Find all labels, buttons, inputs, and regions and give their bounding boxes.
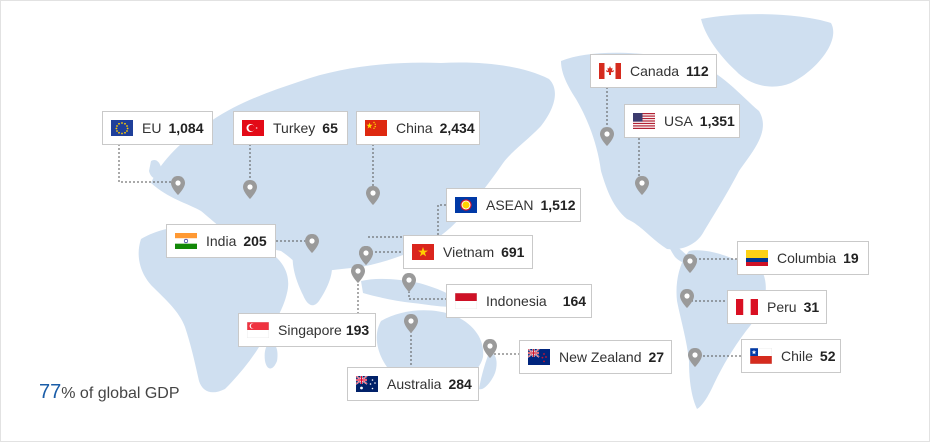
indonesia-connector (408, 291, 446, 300)
vietnam-value: 691 (501, 244, 525, 260)
canada-label-box: Canada 112 (590, 54, 717, 88)
india-flag-icon (175, 233, 197, 249)
asean-connector (366, 204, 446, 238)
india-shape (292, 249, 333, 306)
turkey-value: 65 (322, 120, 338, 136)
indonesia-name: Indonesia (486, 293, 547, 309)
indonesia-value: 164 (562, 293, 587, 309)
singapore-label-box: Singapore 193 (238, 313, 376, 347)
canada-flag-icon (599, 63, 621, 79)
new-zealand-flag-icon (528, 349, 550, 365)
usa-value: 1,351 (699, 113, 735, 129)
asean-flag-icon (455, 197, 477, 213)
turkey-flag-icon (242, 120, 264, 136)
colombia-flag-icon (746, 250, 768, 266)
new-zealand-shape (479, 352, 497, 390)
connector-lines (118, 87, 741, 368)
newzealand-name: New Zealand (559, 349, 642, 365)
newzealand-label-box: New Zealand 27 (519, 340, 672, 374)
madagascar-shape (264, 342, 278, 369)
vietnam-label-box: Vietnam 691 (403, 235, 533, 269)
singapore-pin-icon (351, 264, 365, 283)
gdp-label: % of global GDP (61, 385, 180, 402)
usa-label-box: USA 1,351 (624, 104, 740, 138)
chile-value: 52 (819, 348, 836, 364)
singapore-value: 193 (345, 322, 370, 338)
chile-name: Chile (781, 348, 813, 364)
peru-label-box: Peru 31 (727, 290, 827, 324)
north-america-shape (561, 52, 763, 250)
asean-name: ASEAN (486, 197, 534, 213)
south-america-shape (676, 250, 766, 409)
eu-label-box: EU 1,084 (102, 111, 213, 145)
india-label-box: India 205 (166, 224, 276, 258)
indonesia-flag-icon (455, 293, 477, 309)
vietnam-flag-icon (412, 244, 434, 260)
china-flag-icon (365, 120, 387, 136)
peru-name: Peru (767, 299, 797, 315)
india-value: 205 (243, 233, 267, 249)
australia-label-box: Australia 284 (347, 367, 479, 401)
vietnam-name: Vietnam (443, 244, 495, 260)
uk-shape (149, 159, 162, 179)
columbia-name: Columbia (777, 250, 837, 266)
usa-flag-icon (633, 113, 655, 129)
australia-shape (376, 310, 484, 386)
eu-connector (118, 144, 172, 183)
newzealand-value: 27 (648, 349, 665, 365)
peru-flag-icon (736, 299, 758, 315)
africa-shape (138, 225, 289, 393)
eu-flag-icon (111, 120, 133, 136)
china-value: 2,434 (439, 120, 475, 136)
turkey-label-box: Turkey 65 (233, 111, 348, 145)
asean-value: 1,512 (540, 197, 576, 213)
australia-flag-icon (356, 376, 378, 392)
peru-value: 31 (803, 299, 820, 315)
canada-value: 112 (686, 63, 709, 79)
turkey-name: Turkey (273, 120, 316, 136)
singapore-flag-icon (247, 322, 269, 338)
gdp-summary: 77% of global GDP (39, 381, 180, 404)
india-name: India (206, 233, 237, 249)
australia-value: 284 (448, 376, 472, 392)
singapore-name: Singapore (278, 322, 342, 338)
asean-label-box: ASEAN 1,512 (446, 188, 581, 222)
australia-name: Australia (387, 376, 442, 392)
columbia-value: 19 (843, 250, 859, 266)
canada-name: Canada (630, 63, 680, 79)
greenland-shape (701, 14, 834, 87)
sea-islands-shape (361, 278, 463, 307)
eu-value: 1,084 (168, 120, 204, 136)
usa-name: USA (664, 113, 693, 129)
china-label-box: China 2,434 (356, 111, 480, 145)
chile-flag-icon (750, 348, 772, 364)
eu-name: EU (142, 120, 162, 136)
japan-shape (462, 150, 486, 199)
chile-label-box: Chile 52 (741, 339, 841, 373)
gdp-percent: 77 (39, 381, 62, 403)
newzealand-pin-icon (483, 339, 497, 358)
indonesia-label-box: Indonesia 164 (446, 284, 592, 318)
china-name: China (396, 120, 433, 136)
columbia-label-box: Columbia 19 (737, 241, 869, 275)
